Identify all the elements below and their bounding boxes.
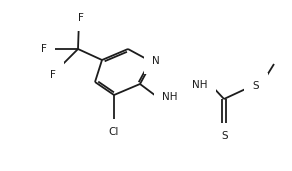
- Text: F: F: [41, 44, 47, 54]
- Text: NH: NH: [192, 80, 208, 90]
- Text: S: S: [222, 131, 228, 141]
- Text: S: S: [253, 81, 259, 91]
- Text: F: F: [50, 70, 56, 80]
- Text: F: F: [78, 13, 84, 23]
- Text: Cl: Cl: [109, 127, 119, 137]
- Text: N: N: [152, 56, 160, 66]
- Text: NH: NH: [162, 92, 178, 102]
